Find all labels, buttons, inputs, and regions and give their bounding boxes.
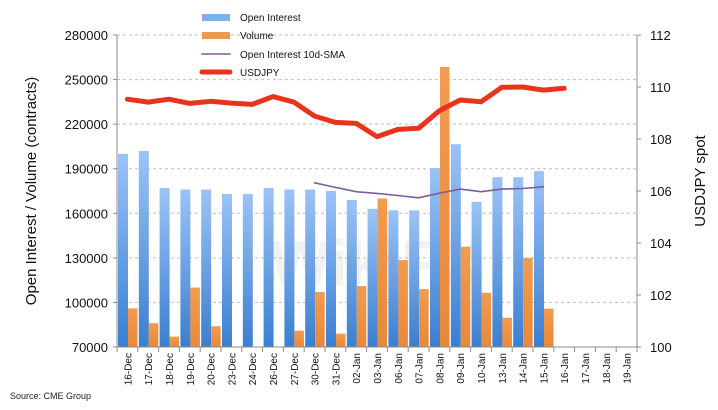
x-tick-label: 26-Dec — [269, 353, 280, 385]
bar-open-interest — [346, 199, 357, 347]
legend-label: Open Interest 10d-SMA — [240, 50, 345, 61]
bar-volume — [377, 198, 388, 347]
y-tick-label: 250000 — [65, 73, 108, 88]
x-tick-label: 19-Dec — [186, 353, 197, 385]
x-tick-label: 30-Dec — [311, 353, 322, 385]
y-tick-label: 190000 — [65, 162, 108, 177]
line-usdjpy — [124, 84, 567, 140]
x-tick-label: 18-Jan — [602, 353, 613, 384]
bar-volume — [190, 287, 200, 347]
line-oi-sma — [313, 182, 545, 199]
bar-open-interest — [534, 171, 544, 347]
bar-volume — [523, 258, 533, 347]
bar-open-interest — [159, 188, 170, 347]
bar-volume — [502, 317, 512, 347]
bar-volume — [148, 323, 159, 347]
bar-volume — [460, 246, 471, 347]
x-tick-label: 17-Jan — [581, 353, 592, 384]
y2-tick-label: 106 — [650, 184, 672, 199]
bar-open-interest — [326, 191, 336, 347]
bar-volume — [294, 330, 304, 347]
bar-open-interest — [180, 189, 191, 347]
x-tick-label: 24-Dec — [248, 353, 259, 385]
bar-volume — [398, 260, 408, 347]
bar-volume — [440, 66, 450, 347]
bar-volume — [336, 333, 346, 347]
bar-volume — [544, 308, 554, 347]
bar-volume — [356, 286, 367, 347]
bar-open-interest — [305, 189, 316, 347]
bar-open-interest — [263, 188, 274, 347]
y2-tick-label: 112 — [650, 28, 671, 43]
x-tick-label: 06-Jan — [394, 353, 405, 384]
source-note: Source: CME Group — [10, 391, 92, 401]
y-tick-label: 130000 — [65, 251, 108, 266]
bar-open-interest — [284, 189, 295, 347]
x-tick-label: 15-Jan — [539, 353, 550, 384]
bar-open-interest — [430, 167, 440, 347]
bar-open-interest — [388, 210, 399, 347]
x-tick-label: 23-Dec — [227, 353, 238, 385]
lines — [124, 84, 567, 199]
bars — [118, 66, 554, 347]
x-tick-label: 13-Jan — [498, 353, 509, 384]
x-tick-label: 31-Dec — [331, 353, 342, 385]
x-tick-label: 14-Jan — [519, 353, 530, 384]
x-tick-label: 16-Jan — [560, 353, 571, 384]
y2-tick-label: 100 — [650, 340, 672, 355]
x-tick-label: 10-Jan — [477, 353, 488, 384]
x-tick-label: 27-Dec — [290, 353, 301, 385]
legend-label: Volume — [240, 31, 274, 42]
bar-open-interest — [138, 150, 149, 347]
legend-label: Open Interest — [240, 13, 301, 24]
y2-axis-title: USDJPY spot — [692, 134, 709, 226]
x-tick-label: 02-Jan — [352, 353, 363, 384]
x-tick-label: 19-Jan — [623, 353, 634, 384]
legend-swatch-volume — [202, 32, 230, 39]
x-tick-label: 08-Jan — [435, 353, 446, 384]
bar-volume — [419, 289, 429, 347]
legend: Open Interest Volume Open Interest 10d-SMA… — [199, 13, 345, 79]
axes: 2800002500002200001900001600001300001000… — [23, 28, 709, 385]
x-tick-label: 20-Dec — [207, 353, 218, 385]
bar-open-interest — [222, 193, 232, 347]
y-tick-label: 280000 — [65, 28, 108, 43]
bar-volume — [169, 336, 180, 347]
bar-volume — [128, 308, 138, 347]
y2-tick-label: 108 — [650, 132, 672, 147]
legend-label: USDJPY — [240, 68, 280, 79]
y2-tick-label: 104 — [650, 236, 672, 251]
y-tick-label: 220000 — [65, 117, 108, 132]
y-tick-label: 100000 — [65, 295, 108, 310]
bar-open-interest — [450, 144, 461, 347]
y-tick-label: 160000 — [65, 206, 108, 221]
x-tick-label: 07-Jan — [415, 353, 426, 384]
bar-open-interest — [492, 177, 503, 347]
bar-volume — [481, 292, 492, 347]
bar-volume — [315, 292, 325, 347]
y-tick-label: 70000 — [72, 340, 108, 355]
legend-swatch-open-interest — [202, 14, 230, 21]
bar-open-interest — [201, 189, 212, 347]
x-tick-label: 16-Dec — [123, 353, 134, 385]
bar-open-interest — [242, 193, 253, 347]
y-axis-title: Open Interest / Volume (contracts) — [23, 77, 40, 305]
bar-open-interest — [118, 153, 128, 347]
bar-open-interest — [367, 208, 378, 347]
y2-tick-label: 110 — [650, 80, 671, 95]
x-tick-label: 17-Dec — [144, 353, 155, 385]
bar-open-interest — [471, 201, 482, 347]
y2-tick-label: 102 — [650, 288, 672, 303]
bar-open-interest — [513, 177, 524, 347]
x-tick-label: 09-Jan — [456, 353, 467, 384]
x-tick-label: 03-Jan — [373, 353, 384, 384]
bar-volume — [211, 326, 221, 347]
x-tick-label: 18-Dec — [165, 353, 176, 385]
bar-open-interest — [409, 210, 420, 347]
